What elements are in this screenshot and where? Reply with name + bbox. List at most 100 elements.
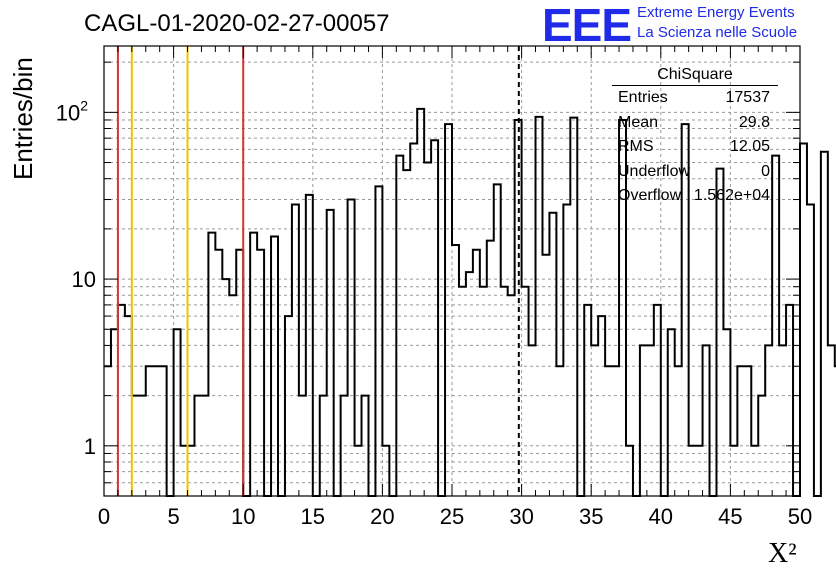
histogram-bin: [807, 205, 814, 496]
histogram-bin: [549, 213, 556, 496]
histogram-bin: [139, 396, 146, 496]
histogram-bin: [424, 163, 431, 496]
x-axis-label: X²: [768, 538, 797, 569]
histogram-bin: [188, 446, 195, 496]
histogram-bin: [174, 329, 181, 496]
histogram-bin: [786, 305, 793, 496]
eee-logo: EEE: [542, 0, 632, 51]
histogram-bin: [375, 186, 382, 496]
histogram-bin: [723, 329, 730, 496]
x-tick-label: 10: [231, 504, 255, 529]
histogram-bin: [501, 287, 508, 496]
histogram-bin: [529, 345, 536, 496]
histogram-bin: [668, 329, 675, 496]
stats-row-rms: RMS 12.05: [612, 136, 778, 161]
run-title: CAGL-01-2020-02-27-00057: [84, 10, 390, 37]
histogram-bin: [362, 396, 369, 496]
histogram-bin: [730, 446, 737, 496]
histogram-bin: [542, 255, 549, 496]
histogram-bin: [292, 205, 299, 496]
x-tick-label: 15: [301, 504, 325, 529]
x-tick-label: 5: [167, 504, 179, 529]
histogram-bin: [104, 366, 111, 496]
histogram-bin: [118, 305, 125, 496]
histogram-bin: [125, 316, 132, 496]
stats-row-underflow: Underflow 0: [612, 161, 778, 186]
stats-box: ChiSquare Entries 17537 Mean 29.8 RMS 12…: [612, 66, 778, 210]
x-tick-label: 50: [788, 504, 812, 529]
histogram-bin: [716, 169, 723, 496]
histogram-bin: [382, 446, 389, 496]
stats-key: Overflow: [618, 187, 682, 204]
histogram-bin: [257, 250, 264, 496]
y-tick-label: 102: [56, 97, 88, 125]
logo-tagline-1: Extreme Energy Events: [637, 4, 795, 21]
histogram-bin: [299, 396, 306, 496]
histogram-bin: [194, 396, 201, 496]
histogram-bin: [536, 117, 543, 496]
histogram-bin: [696, 446, 703, 496]
histogram-bin: [348, 200, 355, 496]
histogram-bin: [675, 366, 682, 496]
stats-value: 29.8: [738, 113, 770, 131]
histogram-bin: [522, 287, 529, 496]
histogram-bin: [208, 233, 215, 496]
histogram-bin: [779, 345, 786, 496]
histogram-bin: [327, 210, 334, 496]
histogram-bin: [355, 446, 362, 496]
histogram-bin: [821, 152, 828, 496]
stats-key: Entries: [618, 89, 668, 106]
histogram-bin: [445, 124, 452, 496]
histogram-bin: [201, 396, 208, 496]
histogram-bin: [647, 345, 654, 496]
histogram-bin: [737, 366, 744, 496]
x-tick-label: 40: [649, 504, 673, 529]
histogram-bin: [640, 345, 647, 496]
histogram-bin: [654, 305, 661, 496]
histogram-bin: [320, 396, 327, 496]
stats-key: RMS: [618, 138, 654, 155]
histogram-bin: [160, 366, 167, 496]
histogram-bin: [626, 446, 633, 496]
histogram-bin: [271, 237, 278, 496]
histogram-bin: [459, 287, 466, 496]
histogram-bin: [153, 366, 160, 496]
histogram-bin: [132, 396, 139, 496]
histogram-bin: [744, 366, 751, 496]
histogram-bin: [111, 329, 118, 496]
histogram-bin: [508, 295, 515, 496]
histogram-bin: [306, 195, 313, 496]
histogram-bin: [410, 144, 417, 496]
histogram-bin: [396, 156, 403, 496]
stats-row-entries: Entries 17537: [612, 87, 778, 112]
histogram-bin: [563, 205, 570, 496]
histogram-bin: [751, 446, 758, 496]
stats-row-mean: Mean 29.8: [612, 112, 778, 137]
logo-tagline-2: La Scienza nelle Scuole: [637, 24, 798, 41]
histogram-bin: [236, 250, 243, 496]
histogram-bin: [215, 250, 222, 496]
histogram-bin: [758, 396, 765, 496]
histogram-bin: [285, 316, 292, 496]
stats-value: 0: [761, 162, 770, 180]
histogram-bin: [431, 140, 438, 496]
stats-title: ChiSquare: [612, 66, 778, 86]
stats-value: 17537: [725, 89, 771, 106]
histogram-bin: [765, 345, 772, 496]
histogram-bin: [480, 287, 487, 496]
x-tick-label: 0: [98, 504, 110, 529]
histogram-bin: [689, 446, 696, 496]
histogram-bin: [584, 305, 591, 496]
histogram-bin: [591, 345, 598, 496]
histogram-outline: [104, 107, 836, 497]
x-tick-label: 25: [440, 504, 464, 529]
histogram-bin: [229, 295, 236, 496]
histogram-bin: [181, 446, 188, 496]
stats-row-overflow: Overflow 1.562e+04: [612, 185, 778, 210]
histogram-bin: [466, 272, 473, 496]
histogram-bin: [341, 396, 348, 496]
y-tick-label: 1: [84, 434, 96, 459]
stats-key: Underflow: [618, 162, 691, 180]
histogram-bin: [605, 366, 612, 496]
